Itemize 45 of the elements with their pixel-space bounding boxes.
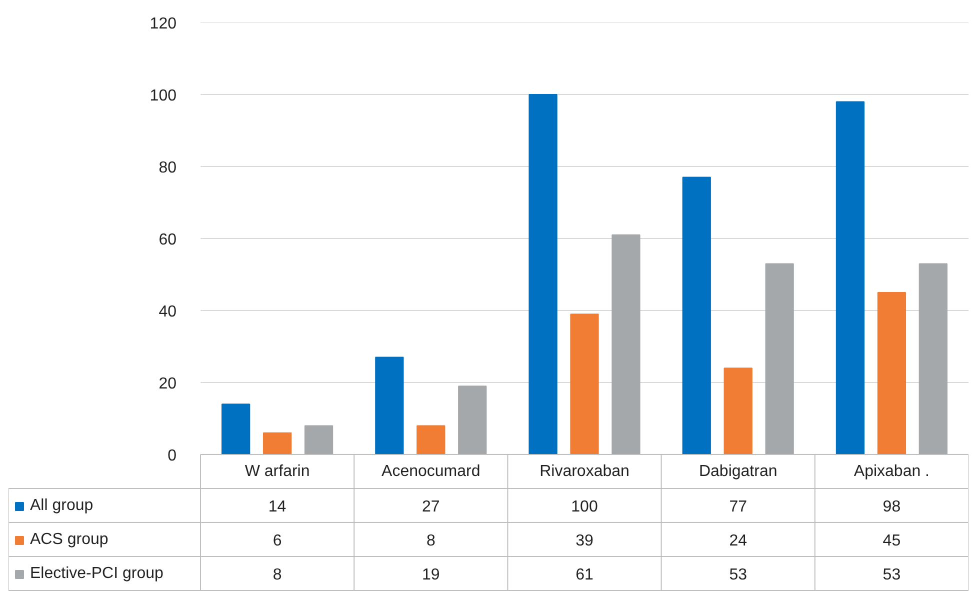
y-tick-label: 120 bbox=[150, 16, 177, 32]
y-tick-label: 0 bbox=[168, 448, 177, 464]
bar bbox=[458, 386, 487, 455]
data-label: 98 bbox=[882, 498, 901, 516]
bar bbox=[765, 263, 794, 455]
y-tick-label: 100 bbox=[150, 88, 177, 104]
bar bbox=[877, 292, 906, 455]
data-label: 14 bbox=[268, 498, 286, 516]
bar bbox=[724, 368, 752, 455]
y-tick-label: 20 bbox=[158, 376, 177, 392]
data-label: 45 bbox=[882, 532, 901, 550]
legend-label: Elective-PCI group bbox=[30, 564, 164, 584]
bar bbox=[222, 404, 250, 455]
bar bbox=[570, 314, 599, 455]
legend-label: ACS group bbox=[30, 530, 108, 550]
y-tick-label: 60 bbox=[158, 232, 177, 248]
data-label: 39 bbox=[576, 532, 594, 550]
bar bbox=[262, 432, 292, 455]
y-tick-label: 80 bbox=[158, 160, 177, 176]
bar bbox=[304, 425, 334, 455]
bar bbox=[612, 234, 640, 455]
bar bbox=[918, 263, 948, 455]
x-tick-label: W arfarin bbox=[244, 463, 310, 480]
data-label: 53 bbox=[882, 566, 901, 584]
data-label: 77 bbox=[729, 498, 748, 516]
x-tick-label: Acenocumard bbox=[382, 463, 480, 480]
data-label: 24 bbox=[729, 532, 748, 550]
x-tick-label: Dabigatran bbox=[698, 463, 778, 480]
bar bbox=[528, 94, 558, 455]
data-label: 61 bbox=[576, 566, 594, 584]
x-tick-label: Rivaroxaban bbox=[540, 463, 630, 480]
bar bbox=[682, 176, 711, 455]
data-label: 6 bbox=[272, 532, 282, 550]
data-label: 27 bbox=[422, 498, 440, 516]
bar bbox=[836, 101, 865, 455]
bar bbox=[416, 425, 446, 455]
data-label: 53 bbox=[729, 566, 748, 584]
data-label: 100 bbox=[571, 498, 598, 516]
data-label: 8 bbox=[426, 532, 436, 550]
legend-label: All group bbox=[30, 496, 94, 516]
data-label: 19 bbox=[422, 566, 440, 584]
data-label: 8 bbox=[272, 566, 282, 584]
y-tick-label: 40 bbox=[158, 304, 177, 320]
bar bbox=[375, 356, 404, 455]
x-tick-label: Apixaban . bbox=[854, 463, 930, 480]
